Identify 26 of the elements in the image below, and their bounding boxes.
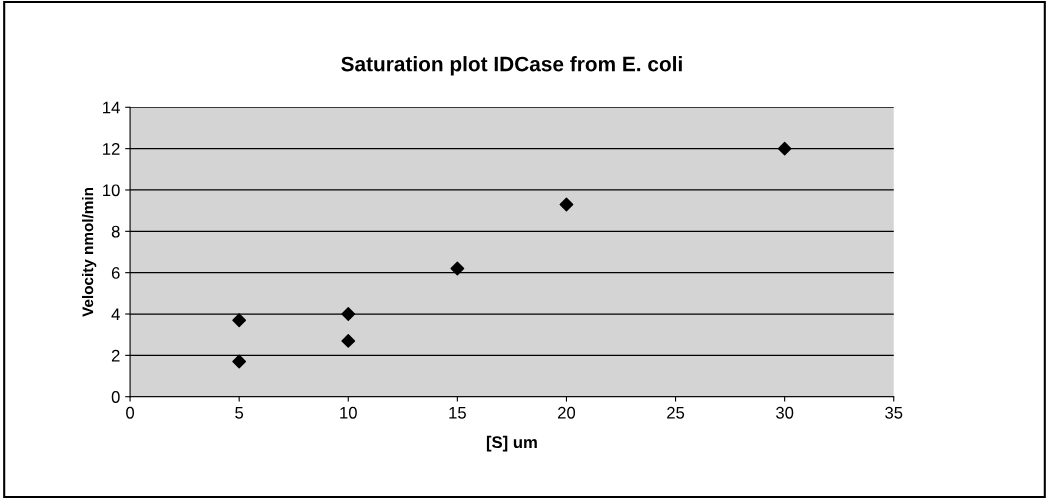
y-tick-label: 8 (111, 225, 120, 238)
point (450, 261, 465, 276)
x-tick-label: 15 (449, 407, 466, 419)
y-tick-label: 6 (111, 267, 120, 279)
point (232, 313, 247, 328)
x-tick-label: 30 (776, 406, 794, 419)
y-axis-title: Velocity nmol/min (82, 187, 97, 317)
y-tick-label: 4 (111, 308, 120, 321)
x-tick-label: 25 (667, 406, 685, 419)
y-tick-label: 14 (103, 101, 120, 114)
x-axis-title: [S] um (486, 435, 537, 452)
x-tick-label: 5 (235, 407, 244, 419)
point (559, 197, 574, 212)
x-tick-label: 10 (340, 406, 357, 419)
x-tick-label: 0 (126, 406, 135, 419)
x-tick-label: 35 (885, 406, 903, 419)
y-tick-label: 12 (103, 143, 120, 155)
y-tick-label: 10 (103, 184, 120, 197)
point (341, 333, 356, 348)
point (232, 354, 247, 369)
x-tick-label: 20 (558, 406, 576, 419)
point (777, 141, 792, 156)
chart-title: Saturation plot IDCase from E. coli (341, 56, 682, 76)
y-tick-label: 0 (111, 391, 120, 403)
y-tick-label: 2 (111, 349, 120, 362)
point (341, 307, 356, 321)
